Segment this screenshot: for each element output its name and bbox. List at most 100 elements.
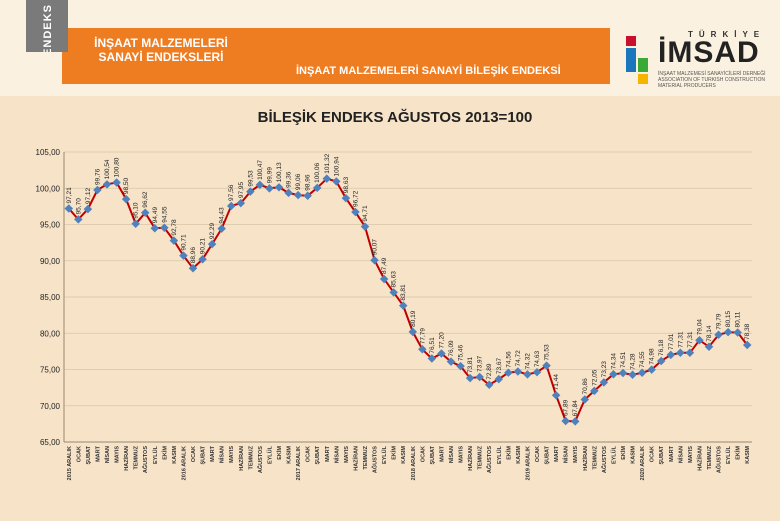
data-label: 99,36 (286, 171, 293, 188)
data-point (284, 188, 293, 198)
data-label: 76,09 (448, 340, 455, 357)
data-point (341, 193, 351, 203)
data-point (198, 254, 207, 264)
x-tick-label: MART (325, 445, 331, 462)
logo-subtitle-tr: İNŞAAT MALZEMESİ SANAYİCİLERİ DERNEĞİ (658, 71, 766, 77)
x-tick-label: MART (554, 445, 560, 462)
logo-mark-yellow (638, 74, 648, 84)
x-tick-label: AĞUSTOS (371, 446, 379, 473)
logo-mark-green (638, 58, 648, 72)
x-tick-label: EKİM (735, 446, 742, 460)
data-label: 98,96 (305, 174, 312, 191)
x-tick-label: EKİM (505, 446, 512, 460)
data-point (188, 264, 198, 273)
composite-index-chart: BİLEŞİK ENDEKS AĞUSTOS 2013=100 65,00 70,… (36, 108, 752, 480)
x-tick-label: MAYIS (573, 446, 579, 463)
data-label: 87,49 (381, 257, 388, 274)
data-label: 101,32 (324, 153, 331, 173)
x-tick-label: EYLÜL (266, 445, 273, 464)
data-point (131, 219, 140, 229)
x-tick-label: AĞUSTOS (715, 446, 723, 473)
data-label: 74,34 (610, 353, 617, 370)
y-tick-label: 75,00 (40, 366, 61, 375)
data-label: 80,15 (725, 311, 732, 328)
data-point (207, 239, 217, 249)
data-point (418, 345, 427, 354)
data-point (637, 368, 647, 378)
data-label: 97,21 (66, 187, 73, 204)
x-tick-label: EKİM (391, 446, 398, 460)
data-point (628, 370, 637, 379)
data-point (551, 391, 561, 400)
logo-name: İMSAD (658, 36, 760, 69)
data-label: 72,05 (591, 369, 598, 386)
data-point (379, 274, 389, 284)
y-tick-label: 65,00 (40, 438, 61, 447)
data-label: 78,14 (706, 325, 713, 342)
data-label: 67,89 (563, 399, 570, 416)
endeks-tab-label: ENDEKS (41, 4, 54, 52)
data-label: 75,53 (544, 344, 551, 361)
x-tick-label: EKİM (620, 446, 627, 460)
data-label: 97,95 (238, 181, 245, 198)
logo-mark-blue (626, 48, 636, 72)
x-tick-label: EKİM (161, 446, 168, 460)
x-tick-label: MART (669, 445, 675, 462)
data-point (580, 395, 590, 404)
x-tick-label: AĞUSTOS (256, 446, 264, 473)
data-label: 99,76 (94, 168, 101, 185)
data-label: 77,79 (419, 328, 426, 345)
x-tick-label: ŞUBAT (545, 445, 551, 464)
x-tick-label: KASIM (516, 446, 522, 464)
x-tick-label: NİSAN (448, 446, 455, 463)
data-point (140, 208, 150, 217)
logo-mark-icon (626, 36, 648, 84)
x-tick-label: 2019 ARALIK (525, 446, 531, 480)
x-tick-label: KASIM (287, 446, 293, 464)
data-label: 99,99 (266, 167, 273, 184)
data-point (332, 177, 341, 186)
x-tick-label: 2016 ARALIK (181, 446, 187, 480)
x-tick-label: ŞUBAT (659, 445, 665, 464)
x-tick-label: HAZİRAN (582, 446, 589, 471)
x-tick-label: HAZİRAN (467, 446, 474, 471)
section-title: İNŞAAT MALZEMELERİ SANAYİ ENDEKSLERİ (94, 36, 228, 64)
data-label: 74,32 (524, 353, 531, 370)
x-tick-label: 2015 ARALIK (67, 446, 73, 480)
data-point (93, 185, 102, 195)
x-tick-label: OCAK (306, 446, 312, 462)
x-tick-label: OCAK (535, 446, 541, 462)
data-label: 94,71 (362, 205, 369, 222)
x-tick-label: KASIM (631, 446, 637, 464)
y-tick-label: 70,00 (40, 402, 61, 411)
x-tick-label: KASIM (745, 446, 751, 464)
x-tick-label: MAYIS (344, 446, 350, 463)
data-point (590, 386, 599, 396)
series-line-path (68, 177, 748, 423)
data-label: 77,31 (687, 331, 694, 348)
data-point (504, 368, 513, 377)
data-label: 74,55 (639, 351, 646, 368)
data-label: 100,54 (104, 159, 111, 179)
data-label: 88,96 (190, 247, 197, 264)
data-point (656, 356, 666, 366)
data-point (160, 223, 169, 233)
data-point (647, 365, 656, 374)
data-point (398, 301, 408, 310)
data-point (542, 361, 551, 370)
data-point (74, 215, 83, 224)
data-label: 94,43 (219, 207, 226, 224)
logo-country: TÜRKİYE (688, 30, 766, 39)
x-tick-label: ŞUBAT (201, 445, 207, 464)
x-tick-label: HAZİRAN (696, 446, 703, 471)
x-tick-label: ŞUBAT (315, 445, 321, 464)
chart-title: BİLEŞİK ENDEKS AĞUSTOS 2013=100 (258, 108, 533, 126)
data-label: 74,63 (534, 351, 541, 368)
data-label: 99,53 (247, 170, 254, 187)
data-label: 74,51 (620, 351, 627, 368)
data-label: 77,31 (677, 331, 684, 348)
data-point (102, 180, 112, 189)
x-tick-label: NİSAN (563, 446, 570, 463)
data-point (389, 288, 398, 297)
